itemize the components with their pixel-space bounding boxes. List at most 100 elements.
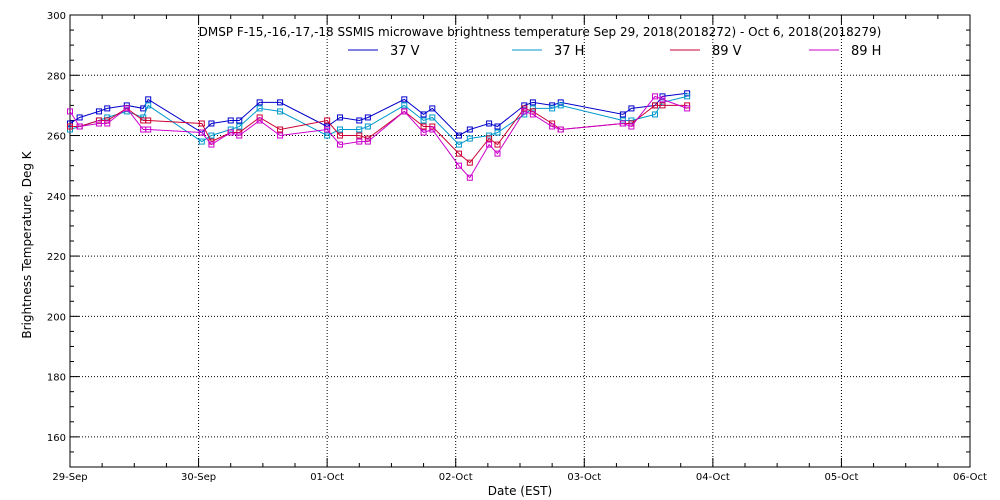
y-tick-label: 220 bbox=[47, 252, 66, 263]
data-point bbox=[557, 102, 564, 109]
legend-label: 89 V bbox=[712, 44, 742, 59]
series-line bbox=[69, 95, 688, 146]
data-point bbox=[652, 102, 658, 109]
series-37-h bbox=[67, 93, 691, 148]
data-point bbox=[324, 126, 331, 133]
y-tick-label: 260 bbox=[47, 132, 66, 143]
data-point bbox=[277, 126, 284, 133]
data-point bbox=[549, 105, 556, 112]
data-point bbox=[619, 117, 626, 124]
data-point bbox=[420, 111, 427, 118]
data-point bbox=[227, 117, 234, 124]
data-point bbox=[123, 105, 130, 112]
data-point bbox=[420, 117, 427, 124]
x-axis-label: Date (EST) bbox=[488, 484, 552, 498]
data-point bbox=[277, 132, 284, 139]
data-point bbox=[466, 126, 473, 133]
data-point bbox=[356, 132, 363, 139]
data-point bbox=[659, 96, 666, 103]
data-point bbox=[628, 105, 635, 112]
data-point bbox=[356, 126, 363, 133]
data-point bbox=[356, 117, 363, 124]
data-point bbox=[95, 117, 102, 124]
data-point bbox=[420, 123, 427, 130]
data-point bbox=[455, 132, 462, 139]
data-point bbox=[145, 126, 152, 133]
data-point bbox=[198, 138, 205, 145]
y-tick-label: 160 bbox=[47, 433, 66, 444]
data-point bbox=[684, 93, 691, 100]
data-point bbox=[557, 126, 564, 133]
data-point bbox=[619, 111, 626, 118]
data-point bbox=[256, 117, 263, 124]
data-point bbox=[652, 111, 658, 118]
y-tick-label: 300 bbox=[47, 11, 66, 22]
data-point bbox=[198, 129, 205, 136]
x-tick-label: 30-Sep bbox=[181, 472, 216, 483]
data-point bbox=[619, 120, 626, 127]
data-point bbox=[429, 126, 436, 133]
data-point bbox=[486, 120, 493, 127]
data-point bbox=[486, 141, 493, 148]
data-point bbox=[256, 99, 263, 106]
data-point bbox=[466, 135, 473, 142]
x-tick-label: 01-Oct bbox=[310, 472, 344, 483]
data-point bbox=[557, 99, 564, 106]
data-point bbox=[364, 138, 371, 145]
data-point bbox=[236, 132, 243, 139]
x-tick-label: 02-Oct bbox=[439, 472, 473, 483]
data-point bbox=[364, 114, 371, 121]
data-point bbox=[529, 111, 536, 118]
data-point bbox=[67, 126, 73, 133]
series-line bbox=[69, 92, 688, 137]
data-point bbox=[67, 108, 73, 115]
data-point bbox=[140, 105, 147, 112]
data-point bbox=[104, 105, 111, 112]
axes: 160 180 200 220 240 260 280 300 29-Sep 30-Sep 01-O… bbox=[47, 11, 987, 483]
y-tick-label: 200 bbox=[47, 312, 66, 323]
data-point bbox=[277, 108, 284, 115]
data-point bbox=[684, 90, 691, 97]
data-point bbox=[494, 129, 501, 136]
data-point bbox=[652, 93, 658, 100]
series-89-h bbox=[67, 93, 691, 181]
data-point bbox=[466, 159, 473, 166]
data-point bbox=[277, 99, 284, 106]
data-point bbox=[364, 123, 371, 130]
data-point bbox=[466, 174, 473, 181]
data-point bbox=[401, 96, 408, 103]
data-point bbox=[324, 132, 331, 139]
data-point bbox=[95, 120, 102, 127]
data-point bbox=[521, 108, 528, 115]
legend-label: 37 H bbox=[554, 44, 584, 59]
data-point bbox=[76, 114, 83, 121]
data-point bbox=[429, 114, 436, 121]
x-tick-label: 06-Oct bbox=[953, 472, 987, 483]
data-point bbox=[95, 108, 102, 115]
data-point bbox=[145, 96, 152, 103]
data-point bbox=[549, 123, 556, 130]
data-point bbox=[529, 99, 536, 106]
data-point bbox=[208, 120, 215, 127]
data-point bbox=[684, 105, 691, 112]
data-point bbox=[486, 135, 493, 142]
x-tick-label: 29-Sep bbox=[52, 472, 87, 483]
data-point bbox=[429, 105, 436, 112]
chart-legend: 37 V 37 H 89 V 89 H bbox=[348, 44, 881, 59]
data-point bbox=[208, 141, 215, 148]
legend-label: 37 V bbox=[390, 44, 420, 59]
data-point bbox=[198, 120, 205, 127]
x-tick-label: 03-Oct bbox=[567, 472, 601, 483]
plot-frame bbox=[69, 14, 971, 468]
data-point bbox=[208, 132, 215, 139]
data-point bbox=[67, 120, 73, 127]
data-point bbox=[67, 123, 73, 130]
data-point bbox=[659, 102, 666, 109]
data-point bbox=[337, 114, 343, 121]
data-point bbox=[236, 123, 243, 130]
data-point bbox=[227, 129, 234, 136]
data-point bbox=[76, 123, 83, 130]
legend-label: 89 H bbox=[851, 44, 881, 59]
data-point bbox=[401, 108, 408, 115]
